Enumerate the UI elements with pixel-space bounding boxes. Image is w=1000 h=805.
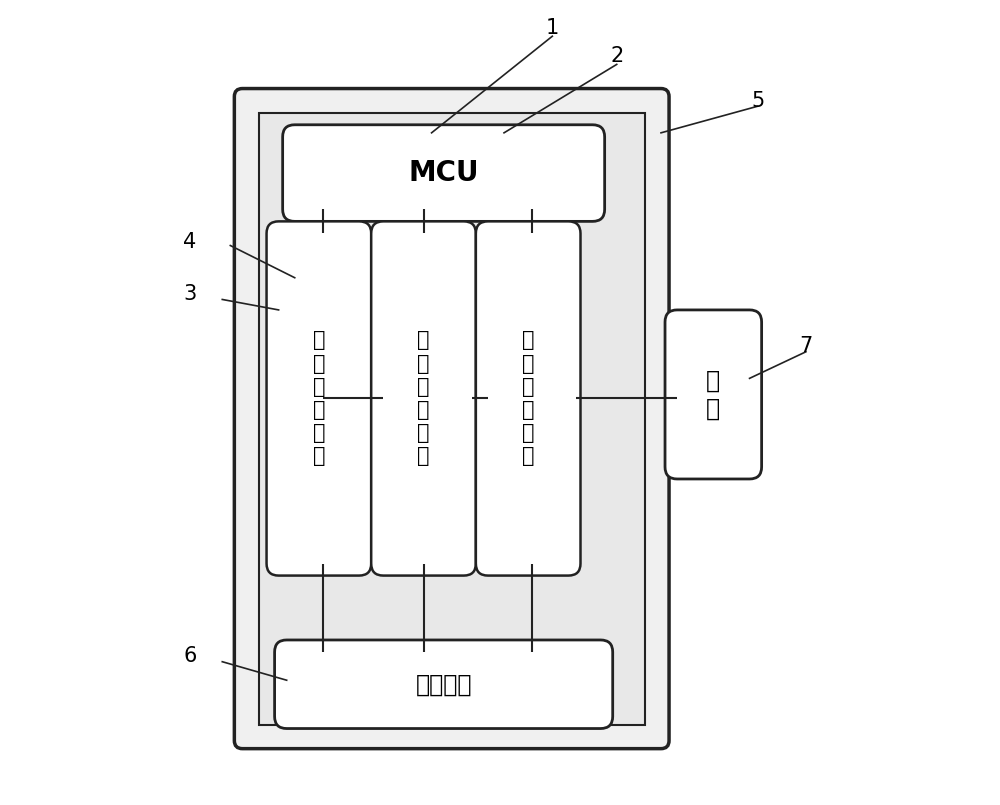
FancyBboxPatch shape xyxy=(283,125,605,221)
FancyBboxPatch shape xyxy=(275,640,613,729)
FancyBboxPatch shape xyxy=(371,221,476,576)
Text: MCU: MCU xyxy=(408,159,479,187)
FancyBboxPatch shape xyxy=(258,113,645,724)
Text: 1: 1 xyxy=(546,19,559,38)
Text: 线
圈: 线 圈 xyxy=(706,369,720,420)
Text: 电源模块: 电源模块 xyxy=(415,672,472,696)
Text: 功
率
放
大
模
块: 功 率 放 大 模 块 xyxy=(522,331,534,466)
Text: 信
号
发
生
模
块: 信 号 发 生 模 块 xyxy=(417,331,430,466)
Text: 7: 7 xyxy=(799,336,813,356)
Text: 4: 4 xyxy=(183,232,197,251)
Text: 5: 5 xyxy=(751,91,764,110)
FancyBboxPatch shape xyxy=(476,221,580,576)
Text: 2: 2 xyxy=(610,47,623,66)
FancyBboxPatch shape xyxy=(234,89,669,749)
FancyBboxPatch shape xyxy=(267,221,371,576)
FancyBboxPatch shape xyxy=(665,310,762,479)
Text: 人
机
交
互
模
块: 人 机 交 互 模 块 xyxy=(313,331,325,466)
Text: 3: 3 xyxy=(183,284,197,303)
Text: 6: 6 xyxy=(183,646,197,666)
